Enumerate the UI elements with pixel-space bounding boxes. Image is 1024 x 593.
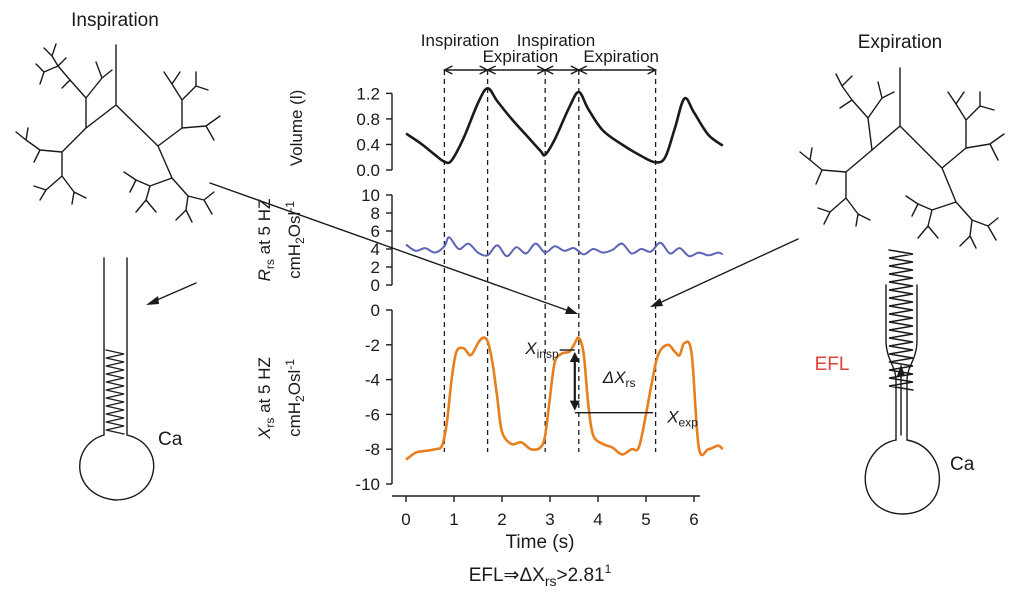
delta-arrowhead-down-icon <box>569 400 580 411</box>
rrs-series-line <box>405 236 724 258</box>
x-insp-label: Xinsp <box>524 339 559 361</box>
xrs-ytick-label: -10 <box>355 475 380 494</box>
xrs-axis-label-line1: Xrs at 5 HZ <box>255 357 277 440</box>
x-exp-label: Xexp <box>666 408 698 430</box>
volume-axis-label: Volume (l) <box>287 90 306 167</box>
phase-arrowhead-icon <box>647 65 658 75</box>
delta-x-label: ΔXrs <box>602 368 636 390</box>
left-arrow-icon <box>146 282 197 305</box>
volume-ytick-label: 0.8 <box>356 110 380 129</box>
xrs-ytick-label: 0 <box>371 301 380 320</box>
xrs-series-line <box>405 336 724 461</box>
phase-label-1: Expiration <box>483 47 559 66</box>
right-arrow-icon <box>650 238 799 307</box>
phase-arrowhead-icon <box>543 65 554 75</box>
volume-ytick-label: 1.2 <box>356 84 380 103</box>
phase-label-2: Inspiration <box>517 31 595 50</box>
efl-formula: EFL⇒ΔXrs>2.811 <box>469 562 612 589</box>
time-xtick-label: 5 <box>641 510 650 529</box>
phase-arrowhead-icon <box>486 65 496 75</box>
phase-arrowhead-icon <box>577 65 588 75</box>
left-bronchial-tree-icon <box>15 43 221 223</box>
phase-bar: Inspiration Expiration Inspiration Expir… <box>421 31 659 75</box>
time-xtick-label: 2 <box>497 510 506 529</box>
rrs-ytick-label: 2 <box>371 258 380 277</box>
xrs-ytick-label: -4 <box>365 371 380 390</box>
left-airway-icon <box>79 257 155 501</box>
time-xtick-label: 1 <box>449 510 458 529</box>
phase-label-3: Expiration <box>583 47 659 66</box>
left-to-chart-arrow-icon <box>209 182 578 314</box>
xrs-annotations: Xinsp Xexp ΔXrs <box>524 339 698 430</box>
volume-ytick-label: 0.0 <box>356 161 380 180</box>
efl-label: EFL <box>815 354 850 375</box>
time-xtick-label: 0 <box>401 510 410 529</box>
rrs-axis-label-line1: Rrs at 5 HZ <box>255 199 277 282</box>
rrs-ytick-label: 8 <box>371 204 380 223</box>
phase-label-0: Inspiration <box>421 31 499 50</box>
left-airway-label: Ca <box>158 429 183 450</box>
right-airway-icon <box>864 249 940 515</box>
rrs-ytick-label: 4 <box>371 240 380 259</box>
xrs-ytick-label: -2 <box>365 336 380 355</box>
phase-arrowhead-icon <box>442 65 453 75</box>
phase-divider-lines <box>443 70 657 452</box>
right-bronchial-tree-icon <box>799 67 1005 249</box>
volume-series-line <box>405 87 724 165</box>
rrs-ytick-label: 6 <box>371 222 380 241</box>
time-axis-label: Time (s) <box>506 532 575 553</box>
xrs-panel: Xrs at 5 HZ cmH2Osl-1 0 -2 -4 -6 -8 -10 0 1 2 3 4 5… <box>255 301 724 529</box>
volume-panel: Volume (l) 0.0 0.4 0.8 1.2 <box>287 84 724 180</box>
rrs-ytick-label: 0 <box>371 276 380 295</box>
time-xtick-label: 3 <box>545 510 554 529</box>
delta-arrowhead-up-icon <box>569 352 580 363</box>
rrs-ytick-label: 10 <box>361 186 380 205</box>
xrs-ytick-label: -6 <box>365 405 380 424</box>
left-title: Inspiration <box>71 10 159 31</box>
volume-ytick-label: 0.4 <box>356 135 380 154</box>
time-xtick-label: 6 <box>689 510 698 529</box>
right-airway-label: Ca <box>950 454 975 475</box>
time-xtick-label: 4 <box>593 510 602 529</box>
rrs-axis-label-line2: cmH2Osl-1 <box>283 201 307 279</box>
xrs-ytick-label: -8 <box>365 440 380 459</box>
xrs-axis-label-line2: cmH2Osl-1 <box>283 359 307 437</box>
right-title: Expiration <box>858 32 943 53</box>
